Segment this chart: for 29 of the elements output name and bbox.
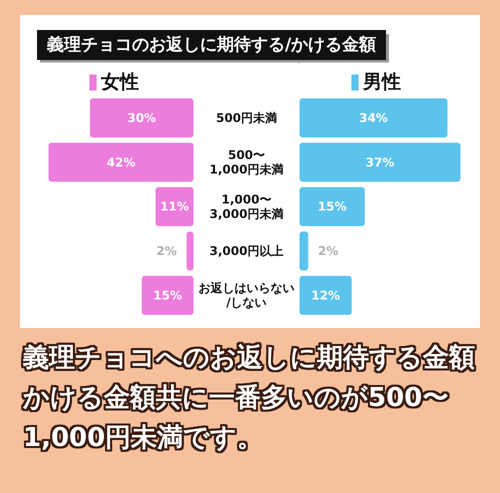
bar [142,276,194,315]
data-label: 15% [153,288,182,302]
data-label: 37% [366,155,394,170]
bar [300,98,448,138]
bar [300,276,352,315]
bar [186,231,194,270]
y-tick-label: 500〜 1,000円未満 [210,148,284,177]
data-label: 15% [318,200,347,214]
legend-label: 女性 [101,70,139,95]
y-tick-label: 3,000円以上 [210,244,284,258]
bar [300,142,460,182]
bar [90,98,194,138]
data-label: 12% [311,288,340,302]
data-label: 2% [156,244,177,258]
y-tick-label: お返しはいらない /しない [198,280,294,310]
y-tick-label: 1,000〜 3,000円未満 [210,192,284,221]
bar [156,187,194,226]
bar [300,187,365,226]
bar [48,142,194,182]
bar [300,231,308,270]
y-tick-label: 500円未満 [216,110,278,125]
data-label: 30% [127,110,156,125]
text: 義理チョコへのお返しに期待する金額かける金額共に一番多いのが500〜1,000円未満です。 [23,342,475,455]
data-label: 2% [318,244,338,258]
data-label: 42% [106,155,136,170]
data-label: 34% [359,110,388,125]
data-label: 11% [160,200,189,214]
legend-label: 男性 [363,70,401,95]
chart-title: 義理チョコのお返しに期待する/かける金額 [37,30,386,60]
